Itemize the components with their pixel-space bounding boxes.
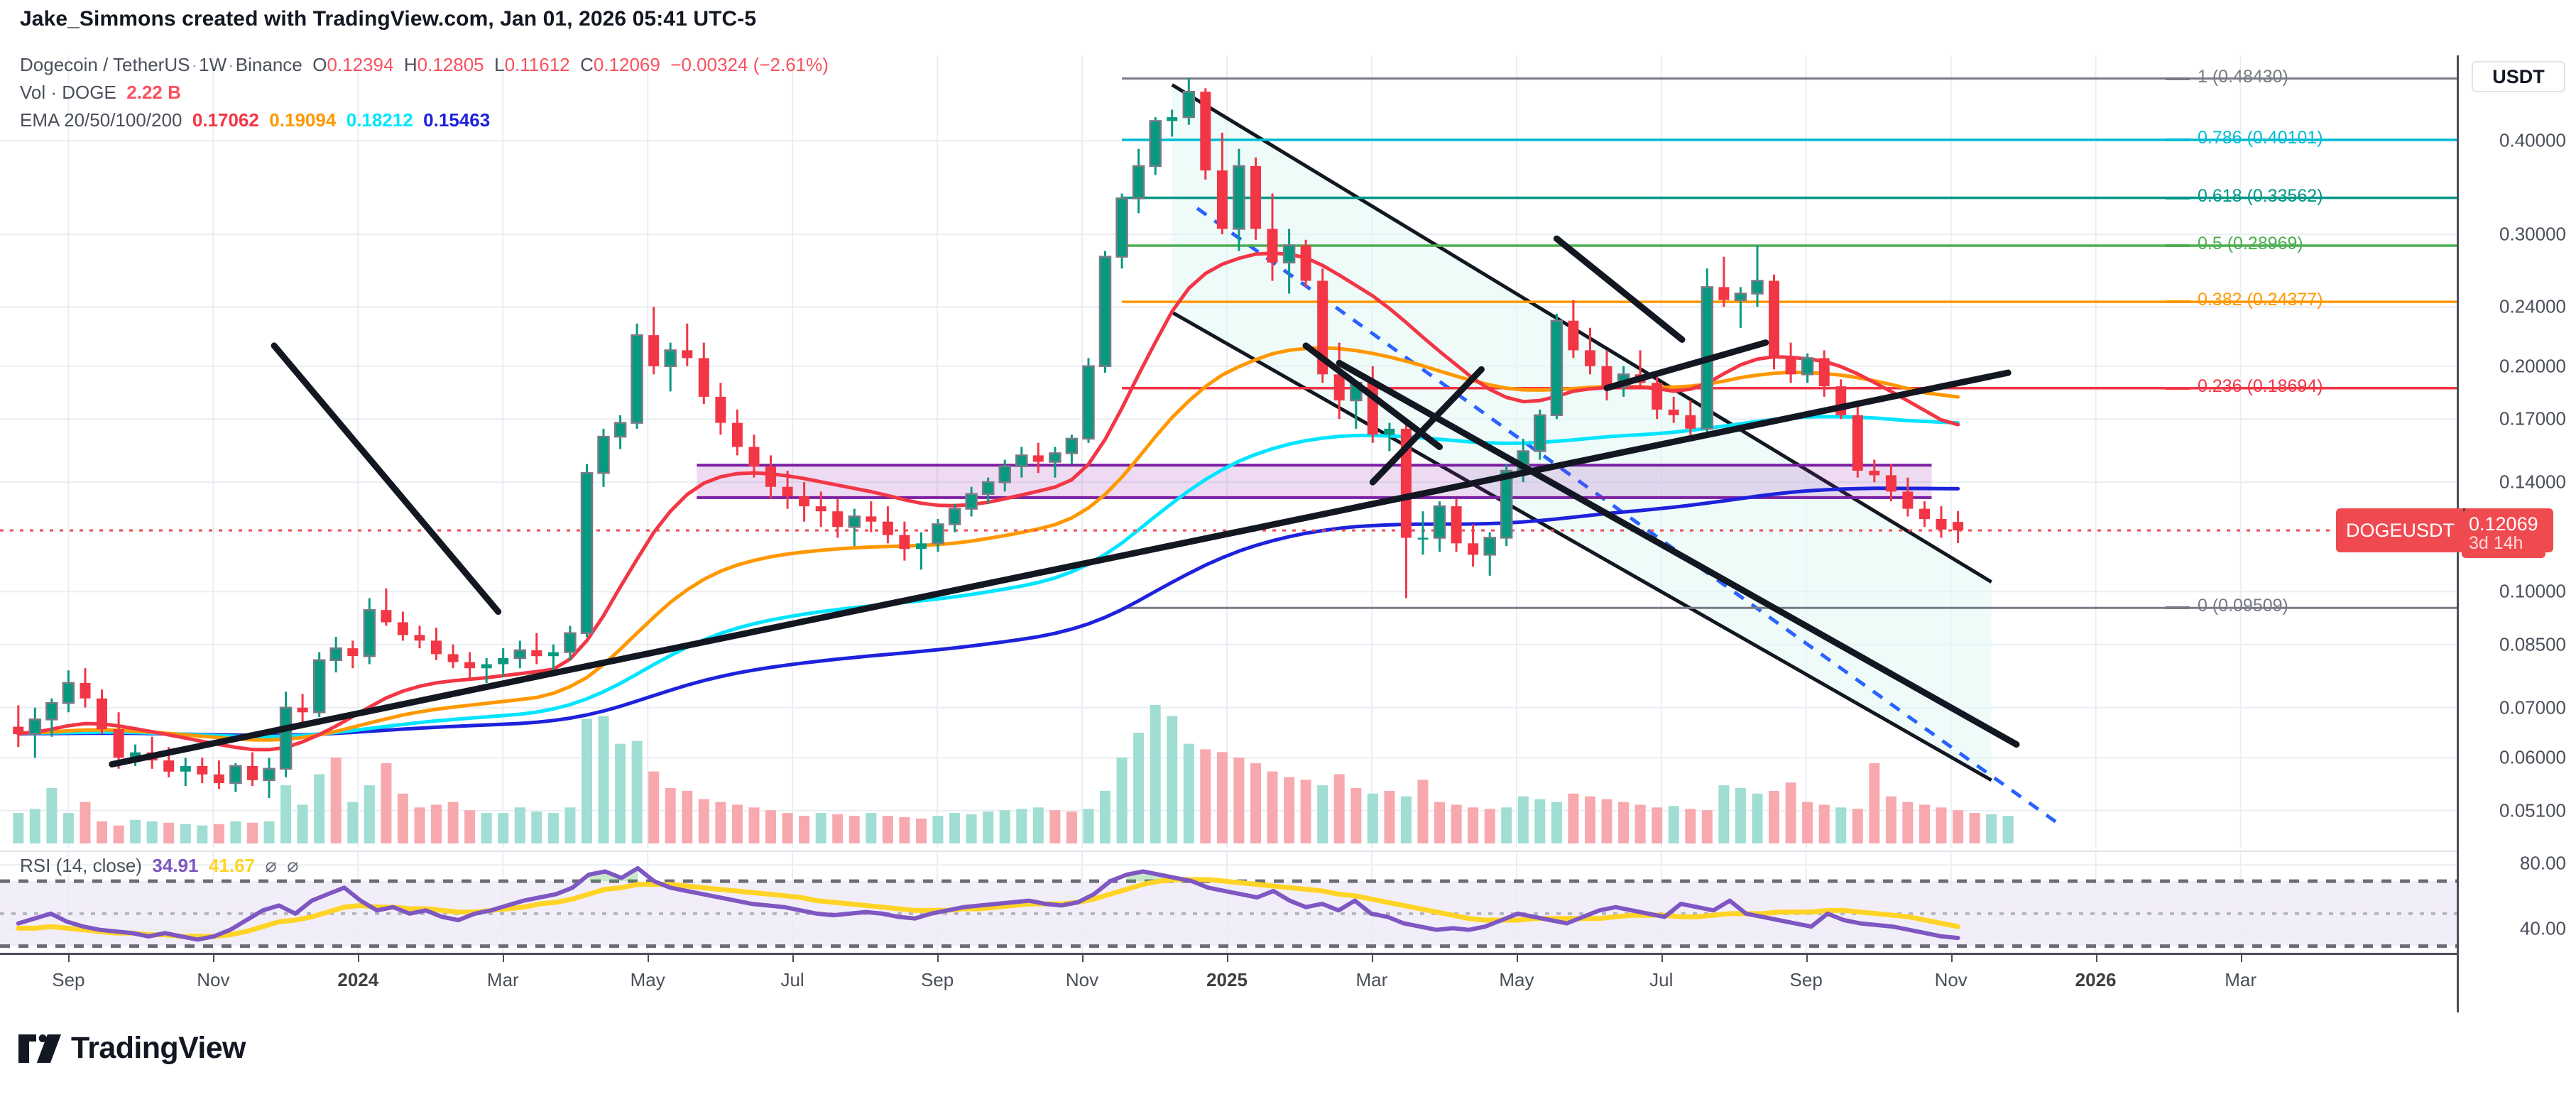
time-axis-label-11: Jul [1649, 969, 1674, 990]
time-axis-label-14: 2026 [2075, 969, 2117, 990]
fib-level-dash-0 [2166, 606, 2190, 610]
time-axis[interactable]: Sep Nov 2024 Mar May Jul Sep Nov 2025 Mar May Jul Se… [0, 953, 2457, 1012]
price-axis-tick-9: 0.06000 [2499, 746, 2566, 768]
time-axis-label-8: 2025 [1206, 969, 1248, 990]
time-axis-tick-4 [648, 955, 650, 962]
fib-level-dash-0-5 [2166, 244, 2190, 247]
axis-badge-countdown: 3d 14h [2469, 533, 2523, 554]
fib-level-dash-0-236 [2166, 386, 2190, 390]
time-axis-tick-10 [1516, 955, 1518, 962]
time-axis-tick-8 [1227, 955, 1228, 962]
time-axis-tick-1 [213, 955, 215, 962]
time-axis-tick-3 [503, 955, 505, 962]
axis-badge-price: 0.12069 [2469, 513, 2538, 535]
time-axis-tick-13 [1950, 955, 1953, 962]
volume-bars [13, 705, 2014, 844]
rsi-overbought-fill [589, 868, 1176, 882]
time-axis-label-13: Nov [1934, 969, 1968, 990]
rsi-axis-tick-0: 80.00 [2519, 852, 2566, 874]
time-axis-tick-0 [68, 955, 70, 962]
price-axis-tick-5: 0.14000 [2499, 471, 2566, 493]
rsi-indicator-pane[interactable] [0, 851, 2457, 954]
support-zone [697, 464, 1932, 499]
price-axis-tick-6: 0.10000 [2499, 580, 2566, 602]
time-axis-label-12: Sep [1789, 969, 1823, 990]
price-axis-tick-10: 0.05100 [2499, 799, 2566, 821]
fib-level-dash-0-618 [2166, 196, 2190, 200]
tradingview-mark-icon [18, 1034, 61, 1063]
time-axis-tick-12 [1806, 955, 1808, 962]
descending-channel [1171, 83, 2060, 826]
price-axis-tick-8: 0.07000 [2499, 696, 2566, 718]
fib-level-dash-0-786 [2166, 138, 2190, 141]
fibonacci-levels [1122, 77, 2457, 609]
time-axis-tick-14 [2095, 955, 2097, 962]
trendlines [109, 235, 2020, 767]
rsi-axis-tick-1: 40.00 [2519, 917, 2566, 939]
time-axis-tick-9 [1371, 955, 1373, 962]
time-axis-label-10: May [1499, 969, 1534, 990]
time-axis-label-6: Sep [920, 969, 954, 990]
rsi-ma-line [16, 877, 1961, 939]
rsi-plot-svg [0, 852, 2457, 954]
price-tag-symbol: DOGEUSDT [2336, 508, 2466, 553]
price-axis-tick-2: 0.24000 [2499, 295, 2566, 317]
time-axis-label-3: Mar [486, 969, 519, 990]
fib-level-dash-1 [2166, 77, 2190, 80]
time-axis-tick-6 [937, 955, 939, 962]
price-axis-unit: USDT [2472, 61, 2565, 92]
time-axis-tick-11 [1661, 955, 1663, 962]
price-axis-tick-0: 0.40000 [2499, 129, 2566, 151]
price-chart-pane[interactable] [0, 55, 2457, 848]
time-axis-tick-2 [358, 955, 360, 962]
rsi-line [16, 865, 1960, 942]
price-axis-tick-3: 0.20000 [2499, 355, 2566, 377]
price-axis-current-badge[interactable]: 0.12069 3d 14h [2462, 510, 2545, 558]
time-axis-tick-5 [792, 955, 795, 962]
time-axis-label-2: 2024 [337, 969, 379, 990]
time-axis-label-4: May [630, 969, 665, 990]
time-axis-tick-7 [1082, 955, 1084, 962]
tradingview-logo: TradingView [18, 1031, 246, 1066]
time-axis-label-0: Sep [52, 969, 85, 990]
time-axis-label-9: Mar [1355, 969, 1388, 990]
time-axis-tick-15 [2240, 955, 2242, 962]
tradingview-wordmark: TradingView [71, 1031, 246, 1065]
price-axis-tick-7: 0.08500 [2499, 633, 2566, 655]
attribution-text: Jake_Simmons created with TradingView.co… [20, 7, 757, 31]
price-axis-tick-4: 0.17000 [2499, 408, 2566, 430]
candlesticks [13, 77, 1964, 799]
time-axis-label-15: Mar [2225, 969, 2256, 990]
time-axis-label-1: Nov [197, 969, 230, 990]
price-axis[interactable]: USDT 0.40000 0.30000 0.24000 0.20000 0.17000… [2457, 55, 2576, 1012]
fib-level-dash-0-382 [2166, 300, 2190, 304]
price-axis-tick-1: 0.30000 [2499, 223, 2566, 245]
time-axis-label-5: Jul [780, 969, 804, 990]
price-plot-svg [0, 55, 2457, 848]
time-axis-label-7: Nov [1065, 969, 1099, 990]
